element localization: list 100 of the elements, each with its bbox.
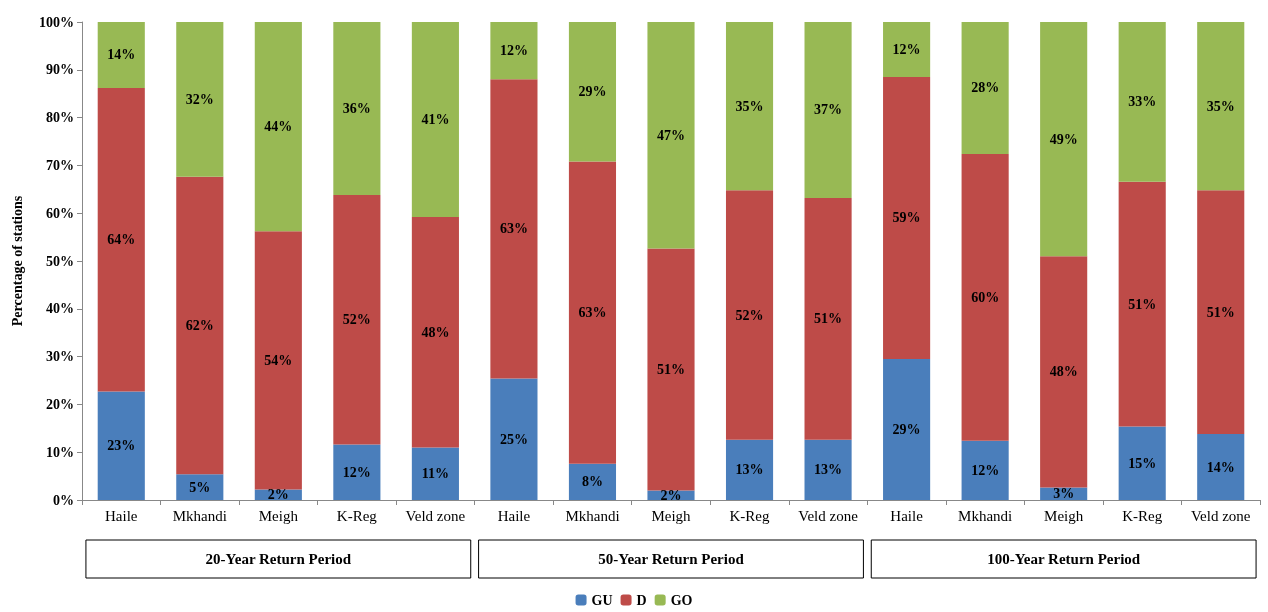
data-label: 5% [189, 479, 211, 495]
data-label: 35% [735, 98, 764, 114]
data-label: 14% [1206, 459, 1235, 475]
bar [804, 22, 852, 198]
y-tick-label: 100% [39, 14, 74, 30]
bar [490, 22, 538, 80]
bar [97, 391, 145, 500]
data-label: 13% [735, 462, 764, 478]
bar [97, 87, 145, 392]
data-label: 12% [971, 462, 1000, 478]
data-label: 63% [499, 221, 528, 237]
data-label: 28% [971, 80, 1000, 96]
data-label: 48% [1049, 364, 1078, 380]
bar [411, 217, 459, 448]
data-label: 15% [1128, 455, 1157, 471]
bar [1118, 181, 1166, 427]
y-tick-label: 60% [46, 205, 74, 221]
data-label: 54% [264, 352, 293, 368]
data-label: 51% [657, 362, 685, 378]
x-tick-label: K-Reg [336, 507, 378, 524]
bar [961, 22, 1009, 154]
data-label: 3% [1053, 486, 1075, 502]
data-label: 14% [107, 47, 136, 63]
data-label: 49% [1049, 131, 1078, 147]
data-label: 8% [581, 474, 603, 490]
x-tick-label: Haile [890, 507, 924, 524]
data-label: 44% [264, 119, 293, 135]
bar [725, 439, 774, 500]
bar [176, 22, 224, 177]
data-label: 13% [814, 462, 843, 478]
x-tick-label: Mkhandi [958, 507, 1013, 524]
text: 20-Year Return Period [205, 551, 352, 567]
text: 50-Year Return Period [598, 551, 745, 567]
bar [961, 153, 1009, 441]
data-label: 60% [971, 289, 1000, 305]
bar [176, 474, 224, 500]
data-label: 51% [1206, 304, 1235, 320]
data-label: 23% [107, 438, 136, 454]
data-label: 11% [421, 466, 450, 482]
data-label: 51% [1128, 296, 1157, 312]
bar [568, 463, 617, 500]
bar [411, 447, 459, 500]
bar [333, 195, 381, 445]
y-tick-label: 20% [46, 396, 74, 412]
data-label: 48% [421, 324, 450, 340]
x-tick-label: Meigh [258, 507, 299, 524]
data-label: 29% [578, 84, 607, 100]
x-tick-label: Meigh [1044, 507, 1084, 524]
data-label: 62% [185, 318, 214, 334]
bar [568, 22, 617, 162]
text: 100-Year Return Period [987, 551, 1141, 567]
data-label: 37% [814, 102, 843, 118]
bar [725, 190, 774, 440]
bar [1040, 256, 1088, 488]
data-label: 12% [342, 464, 371, 480]
bar [333, 22, 381, 196]
bar [490, 378, 538, 500]
data-label: 52% [342, 312, 371, 328]
legend-label: GU [591, 592, 613, 608]
bar [333, 444, 381, 500]
legend-label: GO [670, 592, 693, 608]
bar [725, 22, 774, 191]
data-label: 63% [578, 305, 607, 321]
bar [490, 79, 538, 379]
y-tick-label: 0% [53, 492, 74, 508]
data-label: 12% [892, 41, 921, 57]
y-tick-label: 30% [46, 349, 74, 365]
bar [883, 22, 931, 77]
x-tick-label: K-Reg [1122, 507, 1163, 524]
bar [804, 439, 852, 500]
x-tick-label: Veld zone [405, 507, 466, 524]
y-tick-label: 90% [46, 62, 74, 78]
bar [647, 248, 695, 491]
data-label: 25% [499, 431, 528, 447]
bar [647, 22, 695, 249]
data-label: 12% [499, 43, 528, 59]
data-label: 35% [1206, 98, 1235, 114]
data-label: 59% [892, 210, 921, 226]
bar [1118, 426, 1166, 500]
data-label: 2% [660, 487, 682, 503]
data-label: 2% [267, 487, 289, 503]
x-tick-label: Veld zone [798, 507, 859, 524]
x-tick-label: K-Reg [729, 507, 771, 524]
y-tick-label: 50% [46, 253, 74, 269]
bar [254, 22, 302, 232]
data-label: 29% [892, 421, 921, 437]
bar [804, 197, 852, 440]
x-tick-label: Veld zone [1190, 507, 1251, 524]
bar [411, 22, 459, 218]
x-tick-label: Haile [497, 507, 531, 524]
y-tick-label: 40% [46, 301, 74, 317]
bar [883, 358, 931, 500]
y-tick-label: 70% [46, 157, 74, 173]
bar [97, 22, 145, 88]
bar [1040, 22, 1088, 257]
data-label: 33% [1128, 94, 1157, 110]
data-label: 32% [185, 91, 214, 107]
bar [1197, 190, 1245, 435]
x-tick-label: Haile [105, 507, 138, 524]
x-tick-label: Meigh [651, 507, 692, 524]
